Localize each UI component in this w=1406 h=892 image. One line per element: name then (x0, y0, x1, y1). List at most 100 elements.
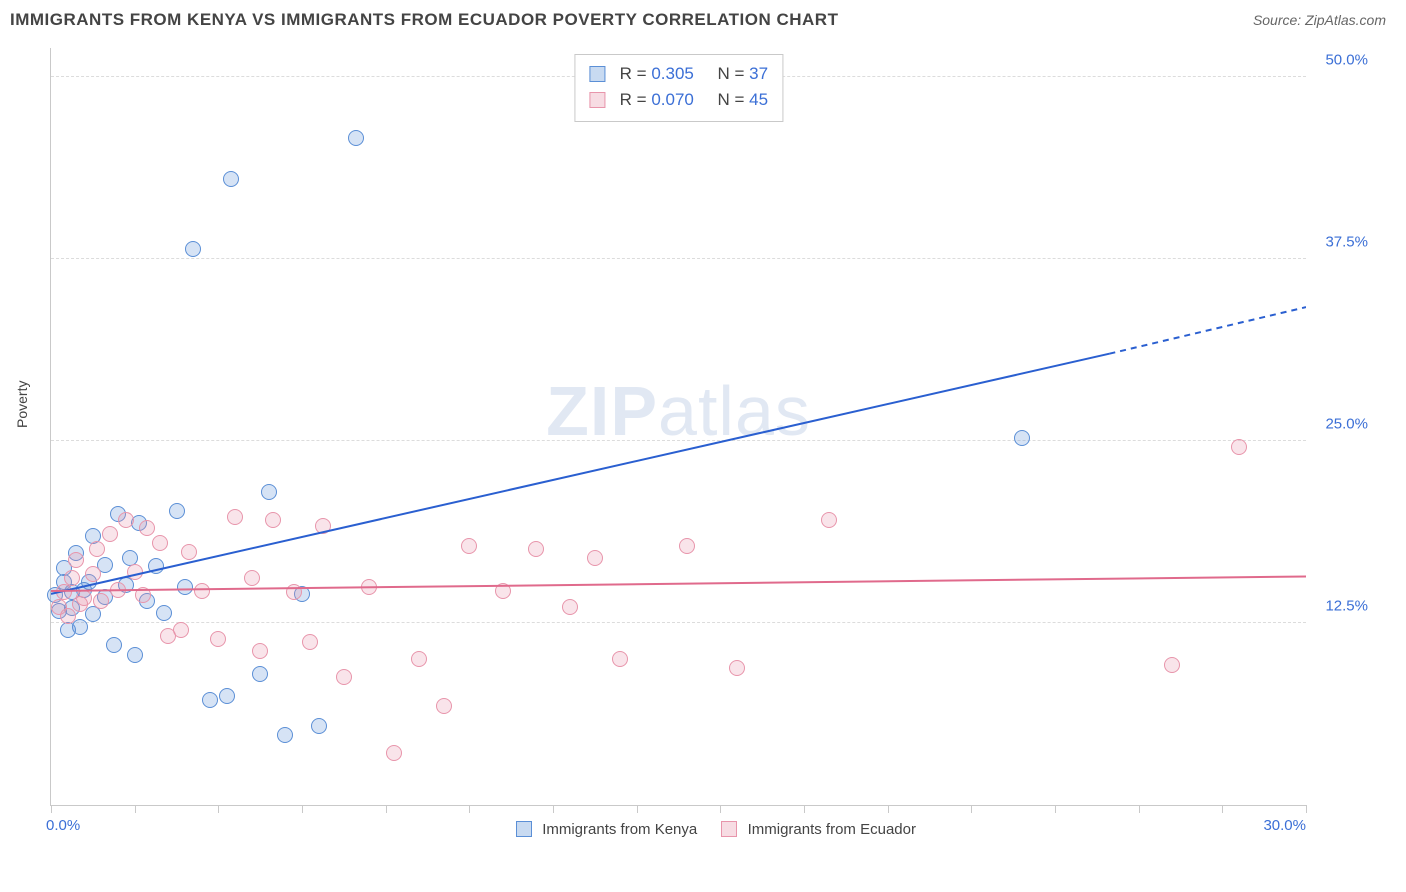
r-value-ecuador: 0.070 (651, 90, 694, 109)
x-tick (218, 805, 219, 813)
data-point (60, 608, 76, 624)
data-point (169, 503, 185, 519)
x-tick (302, 805, 303, 813)
data-point (148, 558, 164, 574)
data-point (315, 518, 331, 534)
x-tick (1139, 805, 1140, 813)
source-attribution: Source: ZipAtlas.com (1253, 12, 1386, 28)
swatch-ecuador (589, 92, 605, 108)
x-tick (386, 805, 387, 813)
n-label: N = (717, 90, 749, 109)
x-tick (888, 805, 889, 813)
data-point (1231, 439, 1247, 455)
legend-kenya-label: Immigrants from Kenya (542, 821, 697, 838)
data-point (118, 512, 134, 528)
data-point (286, 584, 302, 600)
swatch-kenya (589, 66, 605, 82)
n-value-ecuador: 45 (749, 90, 768, 109)
trend-lines (51, 48, 1306, 805)
data-point (194, 583, 210, 599)
swatch-ecuador (721, 821, 737, 837)
data-point (85, 566, 101, 582)
data-point (56, 584, 72, 600)
y-axis-label: Poverty (14, 381, 30, 428)
x-tick (469, 805, 470, 813)
data-point (223, 171, 239, 187)
data-point (1164, 657, 1180, 673)
data-point (411, 651, 427, 667)
data-point (102, 526, 118, 542)
data-point (821, 512, 837, 528)
data-point (265, 512, 281, 528)
y-tick-label: 50.0% (1325, 52, 1368, 69)
data-point (336, 669, 352, 685)
data-point (76, 590, 92, 606)
x-tick (135, 805, 136, 813)
x-tick (1306, 805, 1307, 813)
y-tick-label: 37.5% (1325, 234, 1368, 251)
swatch-kenya (516, 821, 532, 837)
data-point (156, 605, 172, 621)
data-point (562, 599, 578, 615)
data-point (252, 643, 268, 659)
data-point (612, 651, 628, 667)
data-point (72, 619, 88, 635)
data-point (244, 570, 260, 586)
data-point (185, 241, 201, 257)
data-point (122, 550, 138, 566)
data-point (106, 637, 122, 653)
data-point (219, 688, 235, 704)
plot-area: ZIPatlas R = 0.305 N = 37 R = 0.070 N = … (50, 48, 1306, 806)
gridline (51, 440, 1306, 441)
data-point (1014, 430, 1030, 446)
data-point (127, 647, 143, 663)
x-tick (720, 805, 721, 813)
data-point (436, 698, 452, 714)
gridline (51, 622, 1306, 623)
data-point (127, 564, 143, 580)
data-point (461, 538, 477, 554)
data-point (361, 579, 377, 595)
data-point (152, 535, 168, 551)
data-point (89, 541, 105, 557)
chart-container: Poverty ZIPatlas R = 0.305 N = 37 R = 0.… (36, 44, 1376, 852)
data-point (135, 587, 151, 603)
y-tick-label: 12.5% (1325, 598, 1368, 615)
data-point (261, 484, 277, 500)
data-point (729, 660, 745, 676)
x-tick (1055, 805, 1056, 813)
n-value-kenya: 37 (749, 64, 768, 83)
data-point (528, 541, 544, 557)
page-title: IMMIGRANTS FROM KENYA VS IMMIGRANTS FROM… (10, 10, 838, 30)
source-name: ZipAtlas.com (1305, 12, 1386, 28)
stats-row-ecuador: R = 0.070 N = 45 (589, 87, 768, 113)
data-point (302, 634, 318, 650)
x-tick (553, 805, 554, 813)
stats-row-kenya: R = 0.305 N = 37 (589, 61, 768, 87)
watermark-thin: atlas (658, 372, 811, 450)
data-point (587, 550, 603, 566)
data-point (93, 593, 109, 609)
legend-bottom: Immigrants from Kenya Immigrants from Ec… (36, 821, 1376, 838)
data-point (227, 509, 243, 525)
gridline (51, 258, 1306, 259)
data-point (177, 579, 193, 595)
y-tick-label: 25.0% (1325, 416, 1368, 433)
x-tick (971, 805, 972, 813)
data-point (173, 622, 189, 638)
data-point (252, 666, 268, 682)
data-point (311, 718, 327, 734)
r-label: R = (620, 90, 652, 109)
data-point (139, 520, 155, 536)
stats-legend-box: R = 0.305 N = 37 R = 0.070 N = 45 (574, 54, 783, 122)
data-point (348, 130, 364, 146)
source-prefix: Source: (1253, 12, 1305, 28)
n-label: N = (717, 64, 749, 83)
x-tick (637, 805, 638, 813)
data-point (277, 727, 293, 743)
watermark-bold: ZIP (546, 372, 658, 450)
legend-ecuador-label: Immigrants from Ecuador (748, 821, 916, 838)
x-tick (51, 805, 52, 813)
data-point (386, 745, 402, 761)
data-point (495, 583, 511, 599)
